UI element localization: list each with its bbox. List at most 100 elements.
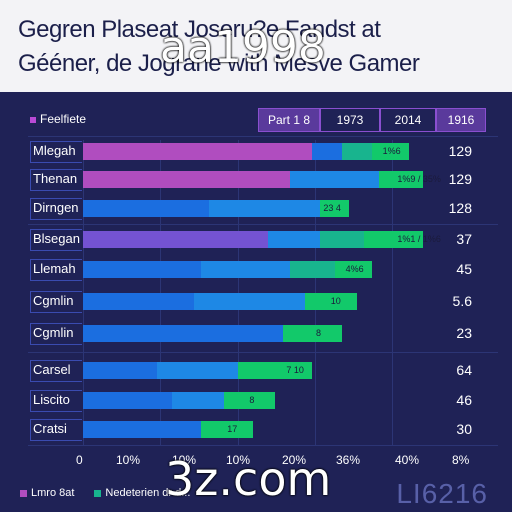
row-label: Cgmlin [33, 293, 74, 308]
bar-segment [157, 362, 239, 379]
row-label-frame [30, 323, 82, 345]
bar-segment [83, 143, 313, 160]
bar-segment [83, 293, 194, 310]
series-header-swatch [30, 116, 36, 123]
bar-segment [379, 171, 424, 188]
segment-value-label: 23 4 [323, 203, 341, 213]
column-header-3: 2014 [380, 108, 436, 132]
legend-item-2: Nedeterien dr d... [94, 487, 190, 499]
bar-segment [238, 362, 313, 379]
series-header-label: Feelfiete [30, 112, 86, 126]
row-separator-3 [28, 352, 498, 353]
column-header-2: 1973 [320, 108, 380, 132]
x-tick-label: 10% [226, 453, 251, 467]
segment-value-label: 1%1 / 1%6 [397, 234, 441, 244]
segment-value-label: 8 [249, 395, 255, 405]
bar-segment [319, 231, 365, 248]
bar-segment [364, 231, 424, 248]
segment-value-label: 7 10 [286, 365, 304, 375]
segment-value-label: 1%6 [382, 146, 401, 156]
bar-segment [290, 171, 379, 188]
row-total-value: 129 [448, 143, 472, 159]
bar-segment [342, 143, 372, 160]
legend-label-1: Lmro 8at [31, 487, 75, 499]
bar-segment [312, 143, 342, 160]
row-label-frame [30, 419, 82, 441]
bar-segment [83, 392, 172, 409]
row-label-frame [30, 198, 82, 220]
bar-segment [83, 231, 268, 248]
row-label-frame [30, 390, 82, 412]
row-total-value: 46 [456, 392, 472, 408]
gridline-1 [83, 140, 84, 445]
row-label: Carsel [33, 362, 71, 377]
brand-logo: LI6216 [396, 478, 488, 509]
row-label-frame [30, 141, 82, 163]
bar-segment [171, 392, 224, 409]
row-total-value: 45 [456, 261, 472, 277]
row-label: Cgmlin [33, 325, 74, 340]
legend-label-2: Nedeterien dr d... [105, 487, 191, 499]
row-label: Dirngen [33, 200, 79, 215]
x-tick-label: 8% [452, 453, 470, 467]
bar-segment [83, 200, 209, 217]
row-label-frame [30, 259, 82, 281]
row-separator-2 [28, 224, 498, 225]
x-tick-label: 10% [172, 453, 197, 467]
row-total-value: 128 [448, 200, 472, 216]
row-label: Liscito [33, 392, 70, 407]
gridline-5 [392, 140, 393, 445]
bar-segment [83, 421, 202, 438]
title-banner [0, 0, 512, 92]
x-tick-label: 36% [336, 453, 361, 467]
gridline-3 [238, 140, 239, 445]
segment-value-label: 8 [316, 328, 322, 338]
row-label: Llemah [33, 261, 76, 276]
bar-segment [319, 200, 350, 217]
row-label: Cratsi [33, 421, 67, 436]
legend-item-1: Lmro 8at [20, 487, 74, 499]
row-separator-1 [28, 136, 498, 137]
row-label-frame [30, 169, 82, 191]
row-total-value: 64 [456, 362, 472, 378]
segment-value-label: 1%9 / 35% [397, 174, 441, 184]
row-label: Mlegah [33, 143, 76, 158]
bar-segment [334, 261, 372, 278]
bar-segment [223, 392, 276, 409]
legend-swatch-1 [20, 489, 27, 497]
row-label-frame [30, 360, 82, 382]
segment-value-label: 10 [330, 296, 341, 306]
row-total-value: 30 [456, 421, 472, 437]
gridline-2 [160, 140, 161, 445]
bar-segment [208, 200, 320, 217]
bar-segment [290, 261, 335, 278]
column-header-4: 1916 [436, 108, 486, 132]
row-total-value: 37 [456, 231, 472, 247]
row-total-value: 5.6 [452, 293, 472, 309]
x-tick-label: 10% [116, 453, 141, 467]
bar-segment [282, 325, 342, 342]
bar-segment [268, 231, 320, 248]
bar-segment [371, 143, 409, 160]
x-tick-label: 20% [282, 453, 307, 467]
bar-segment [83, 362, 157, 379]
series-header-text: Feelfiete [40, 112, 87, 126]
bar-segment [83, 325, 283, 342]
row-label: Thenan [33, 171, 78, 186]
row-label-frame [30, 291, 82, 313]
row-label: Blsegan [33, 231, 80, 246]
x-tick-label: 0 [76, 453, 83, 467]
row-total-value: 129 [448, 171, 472, 187]
bar-segment [305, 293, 357, 310]
bar-segment [201, 421, 254, 438]
segment-value-label: 4%6 [345, 264, 364, 274]
legend: Lmro 8at Nedeterien dr d... [20, 487, 190, 499]
chart-title-line1: Gegren Plaseat Joseru?e Fandst at [18, 16, 381, 43]
row-total-value: 23 [456, 325, 472, 341]
row-separator-4 [28, 445, 498, 446]
bar-segment [83, 261, 202, 278]
row-label-frame [30, 229, 82, 251]
watermark-bottom: 3z.com [165, 452, 332, 506]
legend-swatch-2 [94, 489, 102, 497]
bar-segment [83, 171, 291, 188]
